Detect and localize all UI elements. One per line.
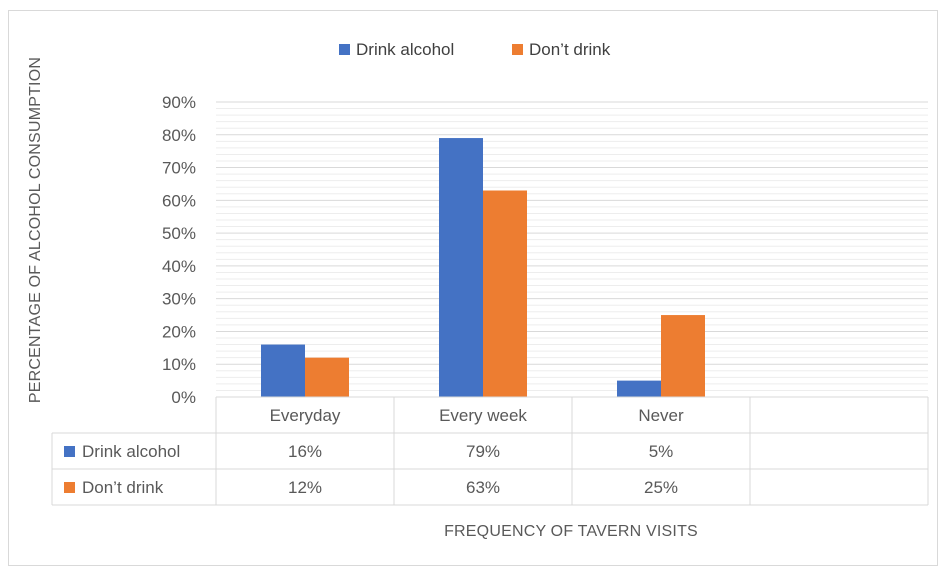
chart-container [8, 10, 938, 566]
bar-dont-drink-1 [483, 190, 527, 397]
table-cell-value: 63% [466, 478, 500, 497]
table-series-name: Don’t drink [82, 478, 164, 497]
bar-drink-alcohol-1 [439, 138, 483, 398]
y-tick-label: 10% [162, 355, 196, 374]
y-tick-label: 20% [162, 322, 196, 341]
y-axis-ticks: 0% 10% 20% 30% 40% 50% 60% 70% 80% 90% [162, 93, 196, 407]
legend-swatch-1 [512, 44, 523, 55]
y-tick-label: 90% [162, 93, 196, 112]
y-tick-label: 60% [162, 191, 196, 210]
legend: Drink alcohol Don’t drink [339, 40, 611, 59]
bar-dont-drink-2 [661, 315, 705, 397]
bar-drink-alcohol-0 [261, 344, 305, 397]
legend-key-0 [64, 446, 75, 457]
table-cell-value: 5% [649, 442, 674, 461]
y-tick-label: 30% [162, 290, 196, 309]
x-axis-title: FREQUENCY OF TAVERN VISITS [444, 523, 698, 540]
y-tick-label: 70% [162, 159, 196, 178]
legend-key-1 [64, 482, 75, 493]
x-category-label: Never [638, 406, 684, 425]
x-category-label: Everyday [270, 406, 341, 425]
y-axis-title: PERCENTAGE OF ALCOHOL CONSUMPTION [27, 57, 44, 403]
legend-label-0: Drink alcohol [356, 40, 454, 59]
table-cell-value: 25% [644, 478, 678, 497]
y-tick-label: 40% [162, 257, 196, 276]
data-table: Everyday Every week Never Drink alcohol 16% 7… [51, 396, 929, 506]
legend-label-1: Don’t drink [529, 40, 611, 59]
x-category-label: Every week [439, 406, 527, 425]
gridlines [216, 101, 928, 398]
bar-drink-alcohol-2 [617, 380, 661, 397]
table-cell-value: 16% [288, 442, 322, 461]
bar-dont-drink-0 [305, 357, 349, 397]
y-tick-label: 0% [171, 388, 196, 407]
table-series-name: Drink alcohol [82, 442, 180, 461]
table-cell-value: 12% [288, 478, 322, 497]
table-cell-value: 79% [466, 442, 500, 461]
y-tick-label: 80% [162, 126, 196, 145]
legend-swatch-0 [339, 44, 350, 55]
y-tick-label: 50% [162, 224, 196, 243]
bars [261, 138, 705, 398]
